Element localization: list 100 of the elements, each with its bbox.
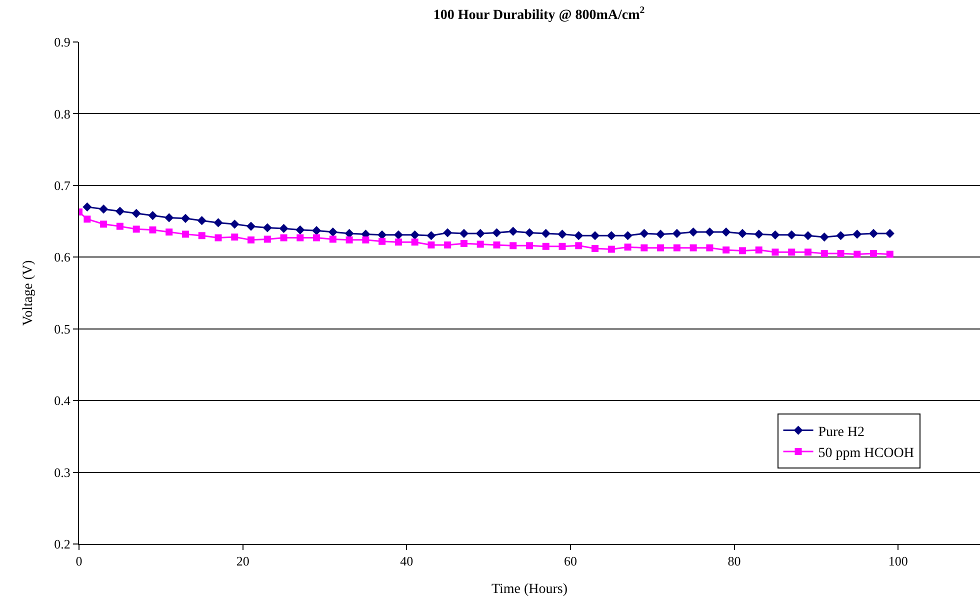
point: [428, 241, 435, 248]
y-tick-label: 0.5: [54, 321, 70, 336]
legend-label: 50 ppm HCOOH: [818, 446, 914, 461]
y-tick-label: 0.4: [54, 393, 71, 408]
point: [558, 242, 566, 250]
y-tick-label: 0.6: [54, 250, 71, 265]
y-tick-label: 0.7: [54, 178, 71, 193]
x-tick-label: 20: [236, 554, 250, 569]
point: [180, 214, 190, 223]
point: [132, 226, 140, 233]
point: [606, 231, 616, 240]
point: [328, 227, 338, 237]
point: [690, 244, 697, 252]
point: [82, 202, 92, 212]
point: [804, 248, 812, 256]
point: [198, 232, 206, 240]
point: [754, 230, 764, 239]
point: [755, 246, 762, 254]
point: [148, 211, 158, 220]
point: [296, 225, 305, 234]
legend-label: Pure H2: [818, 424, 865, 440]
point: [262, 223, 272, 232]
point: [673, 244, 680, 252]
point: [296, 234, 304, 242]
point: [640, 228, 649, 238]
point: [99, 204, 108, 214]
point: [100, 220, 108, 228]
point: [590, 231, 600, 240]
point: [885, 228, 894, 238]
x-tick-label: 80: [728, 554, 741, 569]
point: [329, 236, 336, 243]
point: [672, 228, 682, 238]
point: [230, 220, 240, 229]
point: [394, 238, 402, 246]
x-tick-label: 100: [888, 554, 908, 569]
point: [476, 228, 485, 238]
point: [166, 228, 173, 236]
x-axis-title: Time (Hours): [491, 582, 568, 597]
point: [820, 232, 829, 242]
point: [231, 234, 238, 241]
point: [411, 238, 418, 246]
point: [394, 230, 403, 240]
y-axis-title: Voltage (V): [20, 260, 36, 326]
point: [870, 250, 878, 258]
point: [443, 228, 452, 238]
x-tick-label: 60: [564, 554, 577, 569]
point: [706, 244, 714, 252]
point: [886, 250, 894, 258]
point: [772, 248, 779, 256]
point: [312, 226, 322, 236]
point: [820, 250, 828, 258]
point: [132, 208, 141, 218]
point: [214, 234, 222, 242]
chart-title: 100 Hour Durability @ 800mA/cm$^{2}$: [433, 5, 645, 23]
point: [508, 226, 518, 236]
point: [164, 213, 174, 222]
point: [722, 227, 731, 237]
point: [837, 250, 844, 258]
point: [493, 241, 500, 248]
point: [836, 231, 846, 240]
point: [592, 245, 599, 252]
point: [623, 231, 632, 240]
point: [803, 231, 813, 240]
x-tick-label: 0: [76, 554, 82, 569]
point: [214, 218, 223, 228]
point: [460, 240, 468, 248]
point: [346, 236, 353, 244]
point: [608, 246, 615, 253]
point: [541, 228, 550, 238]
point: [656, 230, 666, 239]
point: [542, 242, 550, 250]
point: [770, 230, 780, 240]
point: [526, 242, 533, 250]
y-tick-label: 0.8: [54, 106, 70, 122]
point: [575, 242, 582, 250]
point: [574, 231, 584, 240]
point: [854, 250, 861, 258]
point: [558, 230, 567, 239]
point: [444, 241, 452, 248]
point: [722, 246, 730, 254]
point: [84, 216, 91, 223]
point: [197, 216, 206, 226]
point: [246, 222, 256, 231]
point: [115, 206, 124, 216]
y-tick-label: 0.9: [54, 34, 70, 50]
point: [787, 230, 796, 240]
point: [738, 228, 748, 238]
point: [852, 230, 862, 239]
point: [688, 227, 698, 237]
point: [116, 222, 124, 230]
point: [705, 227, 714, 237]
point: [182, 230, 189, 238]
point: [248, 236, 255, 244]
y-tick-label: 0.3: [54, 464, 70, 480]
point: [149, 226, 156, 234]
x-tick-label: 40: [400, 554, 414, 569]
point: [492, 228, 502, 238]
point: [510, 242, 517, 250]
point: [640, 244, 648, 252]
y-tick-label: 0.2: [54, 536, 70, 552]
